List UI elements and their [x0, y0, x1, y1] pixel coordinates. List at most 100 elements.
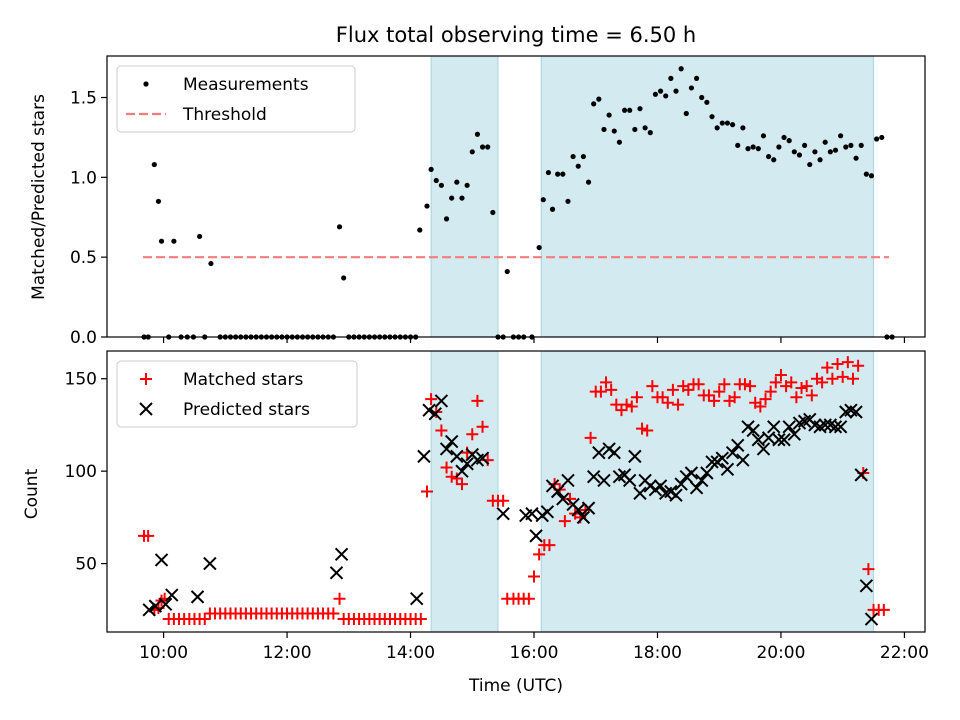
predicted-star-marker [190, 590, 205, 604]
matched-star-marker [533, 548, 546, 561]
matched-star-marker [435, 424, 448, 437]
matched-star-marker [785, 376, 798, 389]
matched-star-marker [666, 383, 679, 396]
predicted-star-marker [154, 553, 169, 567]
measurement-point [724, 120, 731, 126]
legend-label: Measurements [183, 75, 309, 95]
measurement-point [464, 182, 470, 188]
matched-star-marker [836, 370, 849, 383]
matched-star-marker [728, 391, 741, 404]
shaded-interval [430, 55, 499, 338]
matched-star-marker [826, 372, 839, 385]
measurement-point [580, 153, 586, 160]
predicted-star-marker [571, 503, 585, 517]
measurement-point [827, 149, 833, 155]
matched-star-marker [543, 539, 556, 552]
matched-star-marker [790, 391, 803, 404]
matched-star-marker [636, 422, 649, 435]
x-tick-label: 14:00 [386, 643, 435, 663]
predicted-star-marker [669, 488, 683, 502]
predicted-star-marker [828, 420, 843, 434]
measurement-point [781, 134, 787, 141]
measurement-point [438, 182, 445, 188]
measurement-point [812, 149, 818, 155]
measurement-point [341, 275, 347, 281]
matched-star-marker [769, 376, 782, 389]
predicted-star-marker [833, 420, 848, 434]
measurement-point [693, 75, 700, 81]
predicted-star-marker [496, 506, 510, 521]
ratio-panel: 0.0 0.5 1.0 1.5 Measurements Threshold [70, 55, 926, 348]
predicted-star-marker [849, 405, 863, 419]
predicted-star-marker [633, 486, 647, 501]
legend-box [116, 360, 358, 428]
measurement-point [575, 163, 581, 169]
measurement-point [858, 142, 864, 149]
predicted-star-marker [622, 473, 637, 488]
predicted-star-marker [746, 423, 760, 438]
legend-dot-icon [143, 81, 149, 87]
matched-star-marker [744, 380, 757, 393]
measurement-point [802, 142, 808, 149]
matched-star-marker [672, 398, 685, 411]
measurement-point [796, 152, 803, 158]
measurement-point [171, 238, 177, 244]
measurement-point [657, 88, 664, 94]
predicted-star-marker [736, 453, 750, 467]
axes-frame [106, 55, 926, 338]
y-tick-label: 1.5 [70, 89, 97, 109]
predicted-star-marker [767, 420, 781, 434]
shaded-interval [540, 350, 875, 633]
measurement-point [647, 130, 653, 136]
predicted-star-marker [581, 501, 596, 515]
measurement-point [776, 144, 782, 150]
measurement-point [560, 171, 566, 177]
measurement-point [424, 203, 430, 209]
measurement-point [822, 139, 828, 145]
measurement-point [474, 131, 481, 137]
x-tick-label: 22:00 [880, 643, 929, 663]
measurement-point [668, 75, 674, 81]
measurement-point [853, 155, 859, 161]
measurement-point [766, 153, 772, 160]
measurement-point [611, 128, 617, 134]
measurement-point [719, 120, 725, 126]
measurement-point [652, 91, 659, 97]
measurement-point [874, 136, 880, 142]
shaded-interval [540, 55, 875, 338]
measurement-point [663, 93, 669, 99]
measurement-point [704, 99, 710, 105]
matched-star-marker [821, 361, 834, 374]
predicted-star-marker [148, 599, 163, 613]
predicted-star-marker [607, 445, 621, 460]
predicted-star-marker [859, 579, 874, 593]
measurement-point [832, 147, 839, 153]
measurement-point [208, 260, 214, 267]
measurement-point [565, 198, 571, 204]
predicted-star-marker [410, 592, 424, 606]
legend-label: Matched stars [183, 370, 303, 390]
x-axis-label: Time (UTC) [468, 676, 563, 696]
matched-star-marker [497, 494, 510, 507]
measurement-point [729, 122, 736, 128]
predicted-star-marker [460, 457, 474, 471]
measurement-point [714, 125, 720, 131]
measurement-point [807, 161, 813, 168]
predicted-star-marker [751, 433, 766, 447]
matched-star-marker [656, 391, 669, 404]
matched-star-marker [800, 380, 813, 393]
matched-star-marker [327, 607, 340, 620]
x-tick-label: 10:00 [139, 643, 188, 663]
y-tick-label: 150 [65, 370, 97, 390]
matched-star-marker [795, 381, 808, 394]
legend-x-icon [139, 402, 153, 416]
measurement-point [485, 144, 491, 150]
matched-star-marker [610, 398, 623, 411]
measurement-point [536, 244, 542, 251]
matched-star-marker [846, 372, 859, 385]
measurement-point [433, 177, 439, 184]
predicted-star-marker [142, 603, 156, 617]
predicted-star-marker [695, 473, 709, 488]
measurement-point [490, 209, 496, 216]
predicted-star-marker [592, 445, 606, 460]
